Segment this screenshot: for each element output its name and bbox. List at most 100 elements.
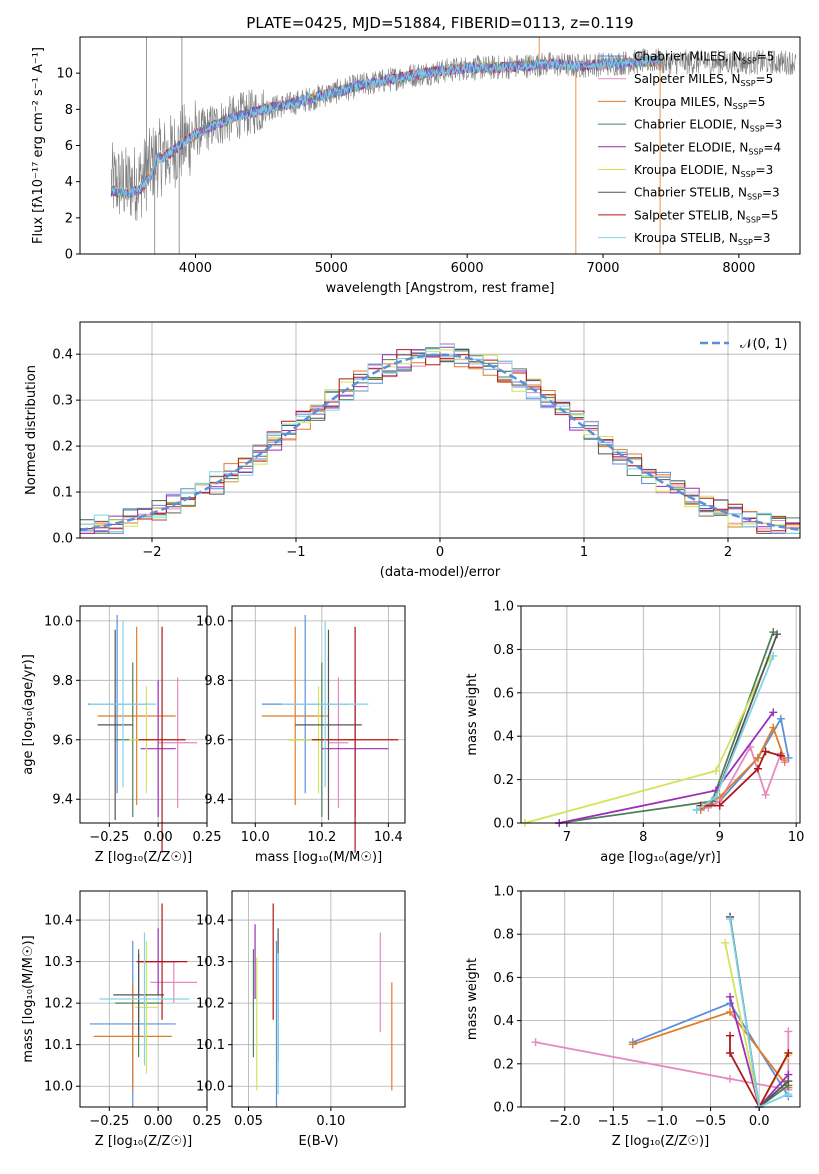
- legend-label-chabrier_elodie: Chabrier ELODIE, NSSP=3: [634, 118, 782, 134]
- legend-suffix-kroupa_elodie: =3: [756, 163, 774, 177]
- weight_vs_Z-ylabel: mass weight: [465, 958, 480, 1040]
- mass_vs_Z-frame: [79, 890, 208, 1108]
- mass_vs_Z-ytick-label-1: 10.1: [44, 1038, 73, 1053]
- legend-suffix-kroupa_stelib: =3: [753, 231, 771, 245]
- mass_vs_ebv-ytick-label-4: 10.4: [196, 914, 225, 929]
- histogram-kroupa_stelib: [79, 343, 800, 538]
- weight_vs_Z-xlabel: Z [log₁₀(Z/Z☉)]: [612, 1134, 709, 1149]
- spectrum-xtick-label-3: 7000: [586, 261, 619, 276]
- weight_vs_age-marker-chabrier_stelib-2: [773, 630, 782, 639]
- legend-sub-salpeter_stelib: SSP: [746, 215, 761, 224]
- residual_histogram-xtick-label-1: −1: [286, 545, 305, 560]
- legend-sub-chabrier_elodie: SSP: [750, 125, 765, 134]
- weight_vs_age-marker-salpeter_stelib-2: [753, 764, 762, 773]
- mass_vs_ebv-ytick-label-1: 10.1: [196, 1038, 225, 1053]
- model-spectrum-salpeter_elodie: [110, 55, 661, 200]
- weight_vs_Z-ytick-label-5: 1.0: [493, 885, 514, 900]
- legend-name-salpeter_stelib: Salpeter STELIB, N: [634, 208, 746, 222]
- spectrum-ytick-label-1: 2: [65, 211, 73, 226]
- weight_vs_Z-line-salpeter_miles: [535, 1031, 790, 1091]
- spectrum-xtick-label-2: 6000: [451, 261, 484, 276]
- weight_vs_Z-marker-kroupa_miles-0: [628, 1040, 637, 1049]
- weight_vs_Z-marker-salpeter_miles-3: [784, 1027, 793, 1036]
- mass_vs_Z-xtick-label-0: −0.25: [89, 1114, 129, 1129]
- spectrum-xlabel: wavelength [Angstrom, rest frame]: [326, 281, 555, 296]
- weight_vs_age-ylabel: mass weight: [465, 673, 480, 755]
- legend-sub-kroupa_stelib: SSP: [738, 238, 753, 247]
- legend-suffix-chabrier_stelib: =3: [762, 186, 780, 200]
- residual_histogram-ytick-label-1: 0.1: [52, 486, 73, 501]
- weight_vs_Z-marker-salpeter_miles-0: [531, 1038, 540, 1047]
- weight_vs_age-ytick-label-2: 0.4: [493, 730, 514, 745]
- age_vs_Z-xtick-label-0: −0.25: [89, 830, 129, 845]
- weight_vs_Z-marker-kroupa_miles-1: [726, 1007, 735, 1016]
- weight_vs_Z-marker-kroupa_elodie-0: [721, 938, 730, 947]
- legend-label-chabrier_stelib: Chabrier STELIB, NSSP=3: [634, 186, 780, 202]
- weight_vs_age-ytick-label-4: 0.8: [493, 643, 514, 658]
- legend-suffix-salpeter_elodie: =4: [763, 140, 781, 154]
- spectrum-xtick-label-0: 4000: [179, 261, 212, 276]
- weight_vs_Z-marker-salpeter_stelib-3: [784, 1049, 793, 1057]
- weight_vs_Z-marker-salpeter_miles-1: [726, 1074, 735, 1083]
- weight_vs_age-ytick-label-0: 0.0: [493, 817, 514, 832]
- weight_vs_age-marker-salpeter_stelib-3: [761, 747, 770, 756]
- weight_vs_Z-xtick-label-1: −1.5: [598, 1114, 630, 1129]
- residual_histogram-xtick-label-0: −2: [142, 545, 161, 560]
- mass_vs_Z-ytick-label-3: 10.3: [44, 955, 73, 970]
- residual_histogram-xlabel: (data-model)/error: [380, 565, 501, 580]
- mass_vs_ebv-xtick-label-0: 0.05: [234, 1114, 263, 1129]
- legend-sub-chabrier_miles: SSP: [742, 57, 757, 66]
- weight_vs_Z-xtick-label-2: −1.0: [646, 1114, 678, 1129]
- weight_vs_Z-ytick-label-4: 0.8: [493, 928, 514, 943]
- residual_histogram-ytick-label-0: 0.0: [52, 532, 73, 547]
- weight_vs_Z-marker-kroupa_stelib-0: [726, 915, 735, 924]
- legend-label-chabrier_miles: Chabrier MILES, NSSP=5: [634, 50, 774, 66]
- legend-sub-kroupa_miles: SSP: [733, 102, 748, 111]
- weight_vs_age-marker-kroupa_elodie-1: [711, 766, 720, 775]
- spectrum-ytick-label-4: 8: [65, 103, 73, 118]
- weight_vs_Z-marker-chabrier_stelib-2: [784, 1077, 793, 1086]
- age_vs_mass-ytick-label-3: 10.0: [196, 614, 225, 629]
- age_vs_mass-xtick-label-0: 10.0: [241, 830, 270, 845]
- weight_vs_Z-line-salpeter_stelib: [729, 1035, 790, 1109]
- age_vs_Z-ytick-label-0: 9.4: [52, 793, 73, 808]
- spectrum-ytick-label-0: 0: [65, 248, 73, 263]
- legend-name-kroupa_elodie: Kroupa ELODIE, N: [634, 163, 741, 177]
- residual_histogram-ytick-label-4: 0.4: [52, 348, 73, 363]
- legend-label-salpeter_elodie: Salpeter ELODIE, NSSP=4: [634, 140, 781, 156]
- legend-name-chabrier_stelib: Chabrier STELIB, N: [634, 186, 747, 200]
- weight_vs_Z-marker-salpeter_elodie-0: [726, 992, 735, 1001]
- legend-sub-salpeter_elodie: SSP: [748, 147, 763, 156]
- weight_vs_Z-ytick-label-3: 0.6: [493, 971, 514, 986]
- legend-name-kroupa_stelib: Kroupa STELIB, N: [634, 231, 738, 245]
- legend-suffix-salpeter_miles: =5: [756, 72, 774, 86]
- weight_vs_age-marker-salpeter_stelib-1: [715, 801, 724, 810]
- spectrum-xtick-label-1: 5000: [315, 261, 348, 276]
- weight_vs_age-line-kroupa_elodie: [524, 657, 771, 824]
- age_vs_Z-frame: [79, 605, 208, 824]
- weight_vs_age-marker-salpeter_miles-3: [761, 790, 770, 799]
- legend-name-salpeter_miles: Salpeter MILES, N: [634, 72, 741, 86]
- mass_vs_ebv-ytick-label-0: 10.0: [196, 1080, 225, 1095]
- weight_vs_age-xtick-label-0: 7: [563, 830, 571, 845]
- weight_vs_age-marker-kroupa_stelib-1: [711, 792, 720, 801]
- legend-label-salpeter_miles: Salpeter MILES, NSSP=5: [634, 72, 773, 88]
- legend-label-kroupa_stelib: Kroupa STELIB, NSSP=3: [634, 231, 771, 247]
- age_vs_Z-xlabel: Z [log₁₀(Z/Z☉)]: [95, 850, 192, 865]
- legend-suffix-salpeter_stelib: =5: [761, 208, 779, 222]
- legend-sub-chabrier_stelib: SSP: [747, 193, 762, 202]
- spectrum-xtick-label-4: 8000: [722, 261, 755, 276]
- legend-suffix-kroupa_miles: =5: [748, 95, 766, 109]
- mass_vs_ebv-ytick-label-3: 10.3: [196, 955, 225, 970]
- mass_vs_Z-xtick-label-1: 0.00: [144, 1114, 173, 1129]
- age_vs_mass-xlabel: mass [log₁₀(M/M☉)]: [255, 850, 382, 865]
- legend-name-salpeter_elodie: Salpeter ELODIE, N: [634, 140, 748, 154]
- residual_histogram-ytick-label-2: 0.2: [52, 440, 73, 455]
- weight_vs_Z-xtick-label-4: 0.0: [749, 1114, 770, 1129]
- age_vs_mass-xtick-label-2: 10.4: [374, 830, 403, 845]
- age_vs_Z-xtick-label-1: 0.00: [144, 830, 173, 845]
- weight_vs_age-line-kroupa_stelib: [696, 655, 775, 811]
- spectrum-title: PLATE=0425, MJD=51884, FIBERID=0113, z=0…: [246, 14, 633, 32]
- weight_vs_Z-xtick-label-3: −0.5: [695, 1114, 727, 1129]
